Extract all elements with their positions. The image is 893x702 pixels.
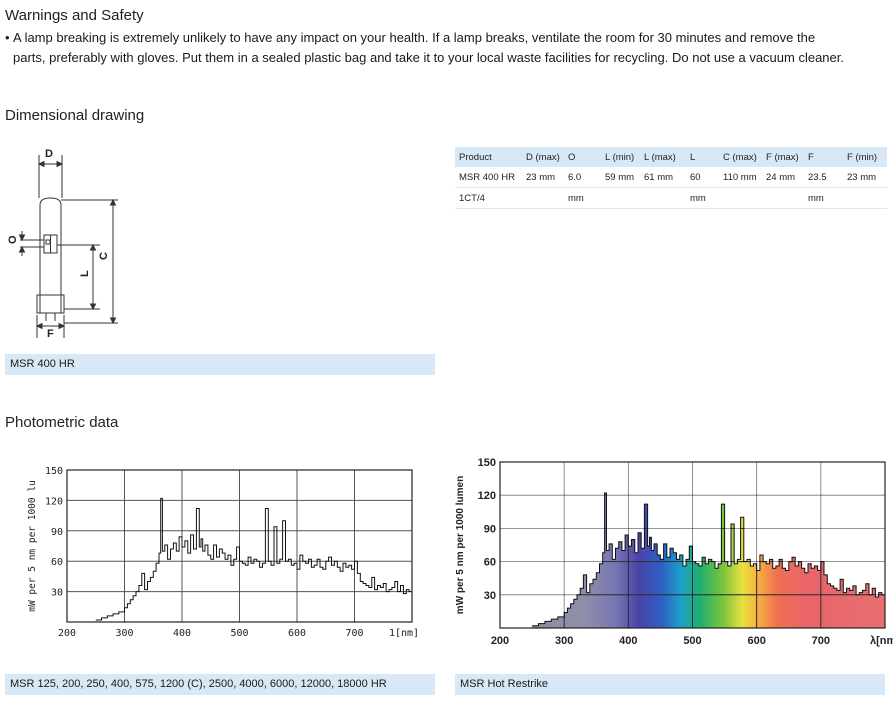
table-cell: 24 mm [762,167,804,188]
warnings-text-block: • A lamp breaking is extremely unlikely … [5,28,845,68]
table-cell: 60 [686,167,719,188]
photometric-title: Photometric data [5,414,119,431]
table-cell: 6.0 [564,167,601,188]
plot-frame [499,461,886,629]
bullet-icon: • [5,30,10,45]
table-header: F (min) [843,147,887,167]
table-header: F [804,147,843,167]
x-tick-label: 600 [288,628,306,639]
table-cell [601,187,640,209]
label-o: O [7,235,19,244]
y-tick-label: 90 [51,527,63,538]
x-tick-label: 500 [230,628,248,639]
photometric-left-caption: MSR 125, 200, 250, 400, 575, 1200 (C), 2… [5,674,435,695]
series-line [95,497,413,621]
table-cell [762,187,804,209]
plot-frame [66,469,413,623]
table-cell: 1CT/4 [455,187,522,209]
table-cell: 23 mm [843,167,887,188]
table-cell [640,187,686,209]
label-d: D [45,148,53,160]
label-f: F [47,328,54,340]
warnings-text: A lamp breaking is extremely unlikely to… [13,30,844,65]
y-tick-label: 150 [478,457,496,469]
table-cell [843,187,887,209]
dimensional-caption: MSR 400 HR [5,354,435,375]
x-tick-label: 400 [173,628,191,639]
table-header: Product [455,147,522,167]
table-row: MSR 400 HR 23 mm 6.0 59 mm 61 mm 60 110 … [455,167,887,188]
table-header: O [564,147,601,167]
x-tick-label: 200 [491,635,509,647]
table-cell: mm [564,187,601,209]
spectral-chart-left: 30 60 90 120 150 200 300 400 500 600 700 1[nm] mW pe… [27,466,419,639]
label-l: L [79,270,91,277]
x-tick-label: 200 [58,628,76,639]
table-cell: 23.5 [804,167,843,188]
x-tick-label: 600 [747,635,765,647]
table-header: C (max) [719,147,762,167]
table-header: F (max) [762,147,804,167]
table-header: L (min) [601,147,640,167]
y-tick-label: 150 [45,466,63,477]
warnings-title: Warnings and Safety [5,7,144,24]
x-axis-label: 1[nm] [389,628,419,639]
table-cell [522,187,564,209]
dimensional-title: Dimensional drawing [5,107,145,124]
x-tick-label: 700 [812,635,830,647]
photometric-right-caption: MSR Hot Restrike [455,674,885,695]
x-tick-label: 300 [115,628,133,639]
table-header: L (max) [640,147,686,167]
table-cell: 110 mm [719,167,762,188]
y-tick-label: 120 [45,496,63,507]
table-cell: 61 mm [640,167,686,188]
table-cell: mm [804,187,843,209]
y-axis-label: mW per 5 nm per 1000 lu [27,480,38,612]
lamp-dimension-drawing: D O L C F [7,148,118,340]
x-tick-label: 300 [555,635,573,647]
x-tick-label: λ[nm] [870,635,893,647]
y-axis-label: mW per 5 nm per 1000 lumen [455,476,466,614]
spectral-chart-right: 30 60 90 120 150 200 300 400 500 600 700 λ[nm] mW pe… [455,457,893,647]
table-header: D (max) [522,147,564,167]
table-cell: mm [686,187,719,209]
x-tick-label: 500 [683,635,701,647]
y-tick-label: 60 [51,557,63,568]
y-tick-label: 30 [484,590,496,602]
table-cell: MSR 400 HR [455,167,522,188]
label-c: C [98,252,110,260]
table-cell: 59 mm [601,167,640,188]
table-row: 1CT/4 mm mm mm [455,187,887,209]
x-tick-label: 400 [619,635,637,647]
y-tick-label: 30 [51,588,63,599]
y-tick-label: 90 [484,523,496,535]
table-header: L [686,147,719,167]
y-tick-label: 60 [484,557,496,569]
x-tick-label: 700 [345,628,363,639]
table-cell: 23 mm [522,167,564,188]
y-tick-label: 120 [478,490,496,502]
table-header-row: Product D (max) O L (min) L (max) L C (m… [455,147,887,167]
dimension-table: Product D (max) O L (min) L (max) L C (m… [455,147,887,209]
table-cell [719,187,762,209]
